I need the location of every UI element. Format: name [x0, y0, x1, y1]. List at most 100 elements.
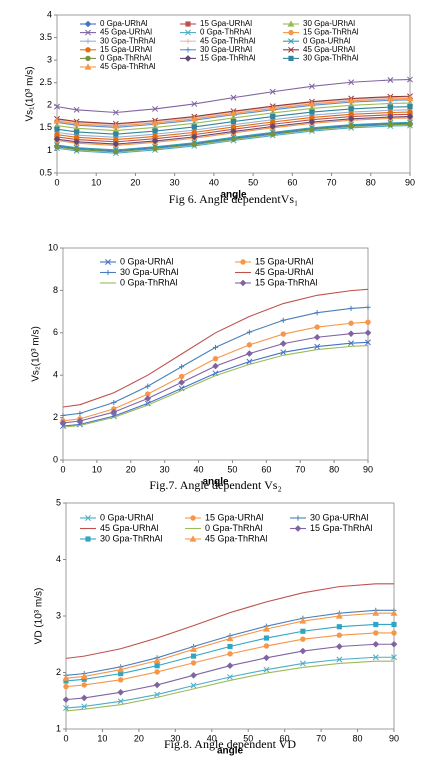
marker [230, 109, 237, 116]
marker [80, 694, 88, 702]
x-tick-label: 0 [63, 733, 68, 743]
marker [190, 133, 198, 141]
y-tick-label: 3 [56, 610, 61, 620]
marker [112, 122, 120, 129]
marker [365, 339, 371, 346]
marker [336, 643, 343, 650]
marker [365, 319, 371, 325]
marker [105, 259, 111, 265]
marker [110, 408, 118, 416]
legend-label: 30 Gpa-ThRhAl [100, 36, 156, 45]
marker [300, 636, 306, 642]
marker [152, 128, 158, 134]
marker [230, 136, 237, 142]
legend-label: 0 Gpa-URhAl [100, 19, 148, 28]
marker [269, 104, 277, 112]
x-tick-label: 80 [329, 464, 339, 474]
x-tick-label: 10 [92, 464, 102, 474]
x-tick-label: 20 [134, 733, 144, 743]
y-tick-label: 1.5 [39, 122, 52, 132]
y-tick-label: 1 [47, 145, 52, 155]
marker [117, 688, 124, 696]
marker [178, 379, 185, 386]
legend-label: 15 Gpa-URhAl [100, 45, 152, 54]
y-tick-label: 4 [47, 9, 52, 19]
marker [54, 103, 60, 110]
marker [153, 657, 161, 664]
y-tick-label: 2 [56, 667, 61, 677]
x-tick-label: 60 [280, 733, 290, 743]
y-tick-label: 2 [47, 100, 52, 110]
plot-frame [56, 14, 411, 174]
chart: 0.511.522.533.540 10 20 30 40 50 60 70 80 90angle… [25, 9, 415, 205]
marker [269, 88, 276, 95]
y-axis-label: VD (10³ m/s) [34, 588, 45, 645]
marker [190, 660, 197, 666]
marker [347, 330, 355, 337]
marker [185, 29, 191, 36]
marker [105, 269, 111, 276]
marker [191, 124, 197, 130]
y-tick-label: 3 [47, 55, 52, 65]
marker [59, 419, 67, 427]
marker [336, 632, 343, 638]
y-tick-label: 1 [56, 723, 61, 733]
marker [269, 123, 277, 130]
marker [373, 621, 379, 628]
x-tick-label: 60 [287, 177, 297, 187]
marker [387, 113, 394, 121]
marker [386, 95, 394, 102]
marker [178, 373, 185, 380]
x-tick-label: 90 [389, 733, 399, 743]
marker [372, 640, 380, 648]
x-tick-label: 10 [91, 177, 101, 187]
marker [81, 703, 88, 710]
marker [85, 515, 91, 521]
x-tick-label: 50 [248, 177, 258, 187]
x-tick-label: 50 [243, 733, 253, 743]
marker [335, 612, 343, 619]
marker [280, 331, 286, 337]
marker [112, 140, 120, 148]
y-tick-label: 2.5 [39, 77, 52, 87]
marker [407, 104, 413, 110]
x-tick-label: 70 [316, 733, 326, 743]
marker [299, 617, 307, 624]
x-axis-label: angle [202, 477, 229, 488]
marker [153, 681, 161, 689]
marker [154, 691, 161, 698]
marker [263, 635, 270, 641]
marker [117, 666, 125, 673]
legend-label: 0 Gpa-ThRhAl [205, 523, 263, 533]
x-tick-label: 10 [97, 733, 107, 743]
marker [348, 106, 354, 112]
legend-label: 15 Gpa-ThRhAl [303, 28, 359, 37]
marker [288, 55, 294, 61]
marker [73, 120, 81, 127]
legend-label: 0 Gpa-ThRhAl [200, 28, 251, 37]
marker [151, 119, 159, 126]
x-tick-label: 20 [130, 177, 140, 187]
x-tick-label: 70 [327, 177, 337, 187]
marker [288, 46, 294, 53]
marker [226, 634, 234, 642]
y-axis-label: Vs₁(10³ m/s) [25, 66, 36, 121]
marker [117, 677, 124, 683]
legend-label: 0 Gpa-ThRhAl [120, 277, 178, 287]
marker [62, 696, 70, 703]
marker [246, 329, 252, 335]
y-axis-label: Vs₂(10³ m/s) [31, 326, 42, 382]
marker [391, 654, 397, 661]
marker [54, 126, 60, 132]
marker [390, 640, 398, 648]
marker [348, 79, 355, 86]
legend-label: 30 Gpa-ThRhAl [100, 533, 163, 543]
marker [85, 47, 91, 53]
marker [387, 104, 393, 110]
y-tick-label: 6 [53, 327, 58, 337]
marker [387, 77, 394, 83]
marker [308, 118, 316, 126]
marker [390, 609, 398, 616]
legend-label: 30 Gpa-URhAl [310, 512, 369, 522]
